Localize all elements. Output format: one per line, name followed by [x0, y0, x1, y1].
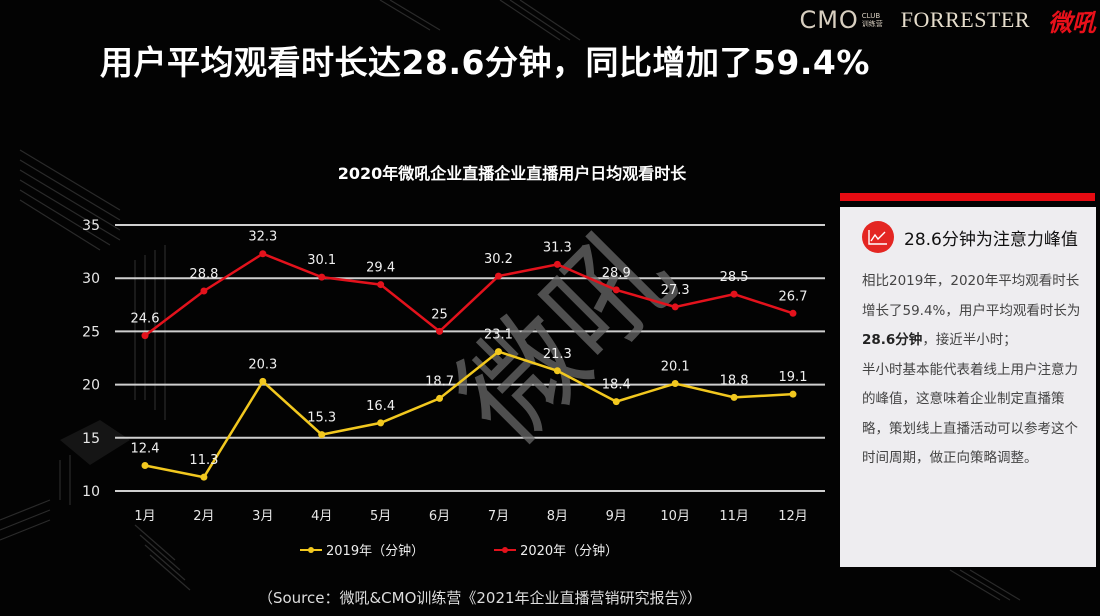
data-label: 20.3	[248, 357, 277, 372]
data-label: 27.3	[661, 283, 690, 298]
data-label: 26.7	[779, 289, 808, 304]
series-line-1	[144, 252, 794, 337]
data-point	[789, 309, 797, 317]
data-label: 12.4	[131, 441, 160, 456]
data-label: 28.5	[720, 270, 749, 285]
data-label: 11.3	[189, 453, 218, 468]
data-label: 29.4	[366, 261, 395, 276]
weihou-logo: 微吼	[1048, 8, 1096, 37]
data-point	[318, 273, 326, 281]
data-point	[377, 281, 385, 289]
data-label: 16.4	[366, 399, 395, 414]
panel-paragraph-2: 半小时基本能代表着线上用户注意力的峰值，这意味着企业制定直播策略，策划线上直播活…	[862, 361, 1078, 467]
legend-item-2020: 2020年（分钟）	[494, 540, 618, 559]
data-label: 21.3	[543, 347, 572, 362]
data-label: 15.3	[307, 411, 336, 426]
panel-header: 28.6分钟为注意力峰值	[862, 221, 1078, 253]
x-tick-label: 8月	[547, 509, 568, 524]
panel-paragraph-1: 相比2019年，2020年平均观看时长增长了59.4%，用户平均观看时长为28.…	[862, 273, 1081, 348]
x-tick-label: 9月	[606, 509, 627, 524]
x-tick-label: 10月	[660, 509, 690, 524]
x-tick-label: 4月	[311, 509, 332, 524]
y-tick-label: 25	[82, 324, 100, 340]
x-tick-label: 12月	[778, 509, 808, 524]
legend-item-2019: 2019年（分钟）	[300, 540, 424, 559]
line-chart-icon	[862, 221, 894, 253]
data-point	[259, 377, 267, 385]
data-point	[259, 250, 267, 258]
data-label: 32.3	[248, 230, 277, 245]
data-label: 28.8	[189, 267, 218, 282]
data-point	[671, 303, 679, 311]
legend-swatch-2020	[494, 546, 517, 553]
data-point	[553, 367, 561, 375]
data-point	[141, 461, 149, 469]
data-label: 30.1	[307, 253, 336, 268]
data-point	[612, 286, 620, 294]
data-point	[200, 473, 208, 481]
data-point	[436, 327, 444, 335]
data-point	[553, 260, 561, 268]
data-point	[730, 290, 738, 298]
y-tick-label: 20	[82, 378, 100, 394]
cmo-club-logo: CMO CLUB 训练营	[799, 6, 883, 34]
x-tick-label: 5月	[370, 509, 391, 524]
chart-legend: 2019年（分钟） 2020年（分钟）	[300, 540, 618, 559]
data-label: 31.3	[543, 240, 572, 255]
x-tick-label: 6月	[429, 509, 450, 524]
data-label: 19.1	[779, 370, 808, 385]
y-tick-label: 15	[82, 431, 100, 447]
data-label: 30.2	[484, 252, 513, 267]
y-tick-label: 30	[82, 271, 100, 287]
panel-accent-bar	[840, 193, 1095, 201]
x-tick-label: 2月	[193, 509, 214, 524]
data-point	[730, 393, 738, 401]
page-headline: 用户平均观看时长达28.6分钟，同比增加了59.4%	[100, 43, 870, 82]
data-label: 20.1	[661, 360, 690, 375]
data-label: 18.7	[425, 374, 454, 389]
data-label: 18.8	[720, 373, 749, 388]
y-tick-label: 35	[82, 218, 100, 234]
panel-body: 相比2019年，2020年平均观看时长增长了59.4%，用户平均观看时长为28.…	[862, 267, 1088, 474]
data-label: 24.6	[131, 312, 160, 327]
data-label: 25	[431, 307, 448, 322]
data-point	[141, 332, 149, 340]
insight-panel: 28.6分钟为注意力峰值 相比2019年，2020年平均观看时长增长了59.4%…	[840, 207, 1096, 567]
partner-logos: CMO CLUB 训练营 FORRESTER 微吼	[799, 4, 1096, 37]
data-point	[494, 272, 502, 280]
data-point	[200, 287, 208, 295]
data-point	[494, 348, 502, 356]
x-tick-label: 7月	[488, 509, 509, 524]
forrester-logo: FORRESTER	[900, 7, 1030, 32]
series-line-0	[144, 350, 794, 479]
data-point	[671, 380, 679, 388]
data-point	[377, 419, 385, 427]
data-label: 28.9	[602, 266, 631, 281]
data-point	[436, 394, 444, 402]
data-point	[789, 390, 797, 398]
x-tick-label: 1月	[134, 509, 155, 524]
data-point	[318, 431, 326, 439]
data-label: 18.4	[602, 378, 631, 393]
x-tick-label: 11月	[719, 509, 749, 524]
source-citation: （Source：微吼&CMO训练营《2021年企业直播营销研究报告》）	[257, 589, 703, 607]
y-tick-label: 10	[82, 484, 100, 500]
data-point	[612, 398, 620, 406]
x-tick-label: 3月	[252, 509, 273, 524]
chart-title: 2020年微吼企业直播企业直播用户日均观看时长	[337, 164, 687, 183]
panel-heading: 28.6分钟为注意力峰值	[904, 229, 1078, 250]
data-label: 23.1	[484, 328, 513, 343]
legend-swatch-2019	[300, 546, 322, 553]
